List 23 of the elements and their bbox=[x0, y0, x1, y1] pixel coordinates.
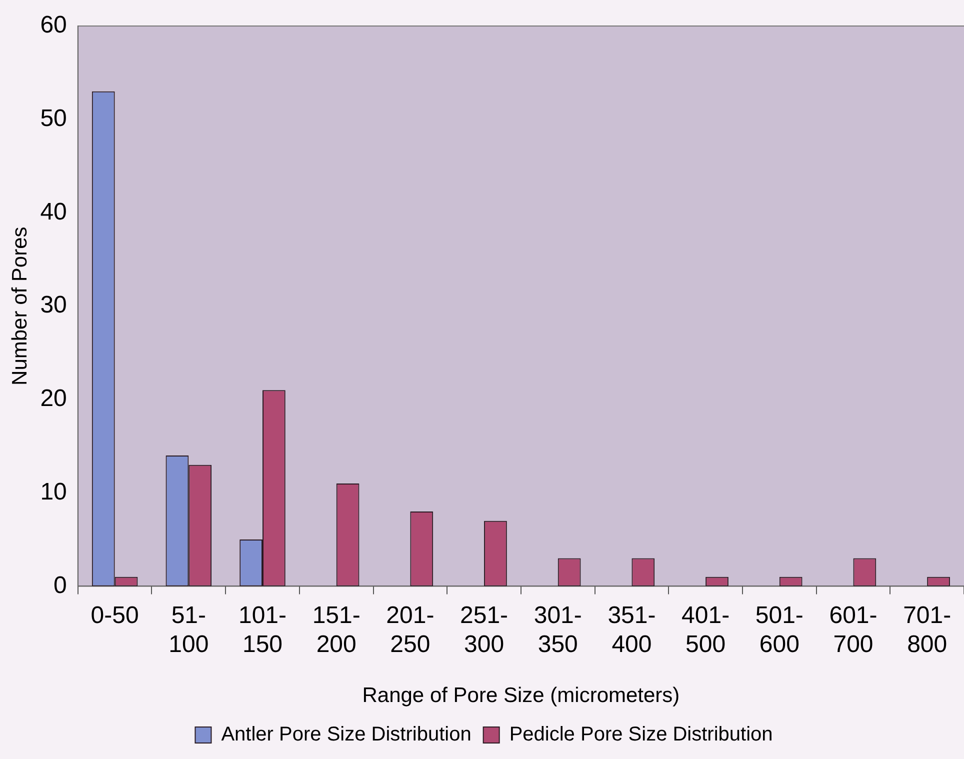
x-tick-label: 401-500 bbox=[682, 602, 730, 658]
x-tick-label: 501-600 bbox=[755, 602, 804, 658]
x-tick-label: 601-700 bbox=[829, 602, 878, 658]
y-tick-label: 60 bbox=[40, 12, 67, 39]
y-tick-label: 0 bbox=[54, 572, 67, 599]
legend-label: Antler Pore Size Distribution bbox=[221, 724, 472, 746]
y-tick-label: 10 bbox=[40, 478, 67, 506]
y-tick-label: 50 bbox=[40, 104, 67, 132]
x-tick-label: 201-250 bbox=[386, 602, 434, 658]
x-tick-label: 51-100 bbox=[168, 602, 209, 658]
x-tick-label: 701-800 bbox=[903, 602, 952, 658]
x-tick-label: 151-200 bbox=[312, 602, 360, 658]
y-axis-title: Number of Pores bbox=[8, 226, 32, 386]
y-tick-label: 20 bbox=[40, 385, 67, 412]
x-tick-label: 351-400 bbox=[608, 602, 656, 658]
y-tick-label: 30 bbox=[40, 292, 67, 319]
x-tick-label: 301-350 bbox=[534, 602, 582, 658]
legend-label: Pedicle Pore Size Distribution bbox=[509, 724, 773, 746]
x-tick-label: 101-150 bbox=[238, 602, 287, 658]
y-tick-label: 40 bbox=[40, 198, 67, 226]
x-tick-label: 0-50 bbox=[90, 602, 139, 630]
x-axis-title: Range of Pore Size (micrometers) bbox=[362, 684, 680, 708]
x-tick-label: 251-300 bbox=[460, 602, 508, 658]
